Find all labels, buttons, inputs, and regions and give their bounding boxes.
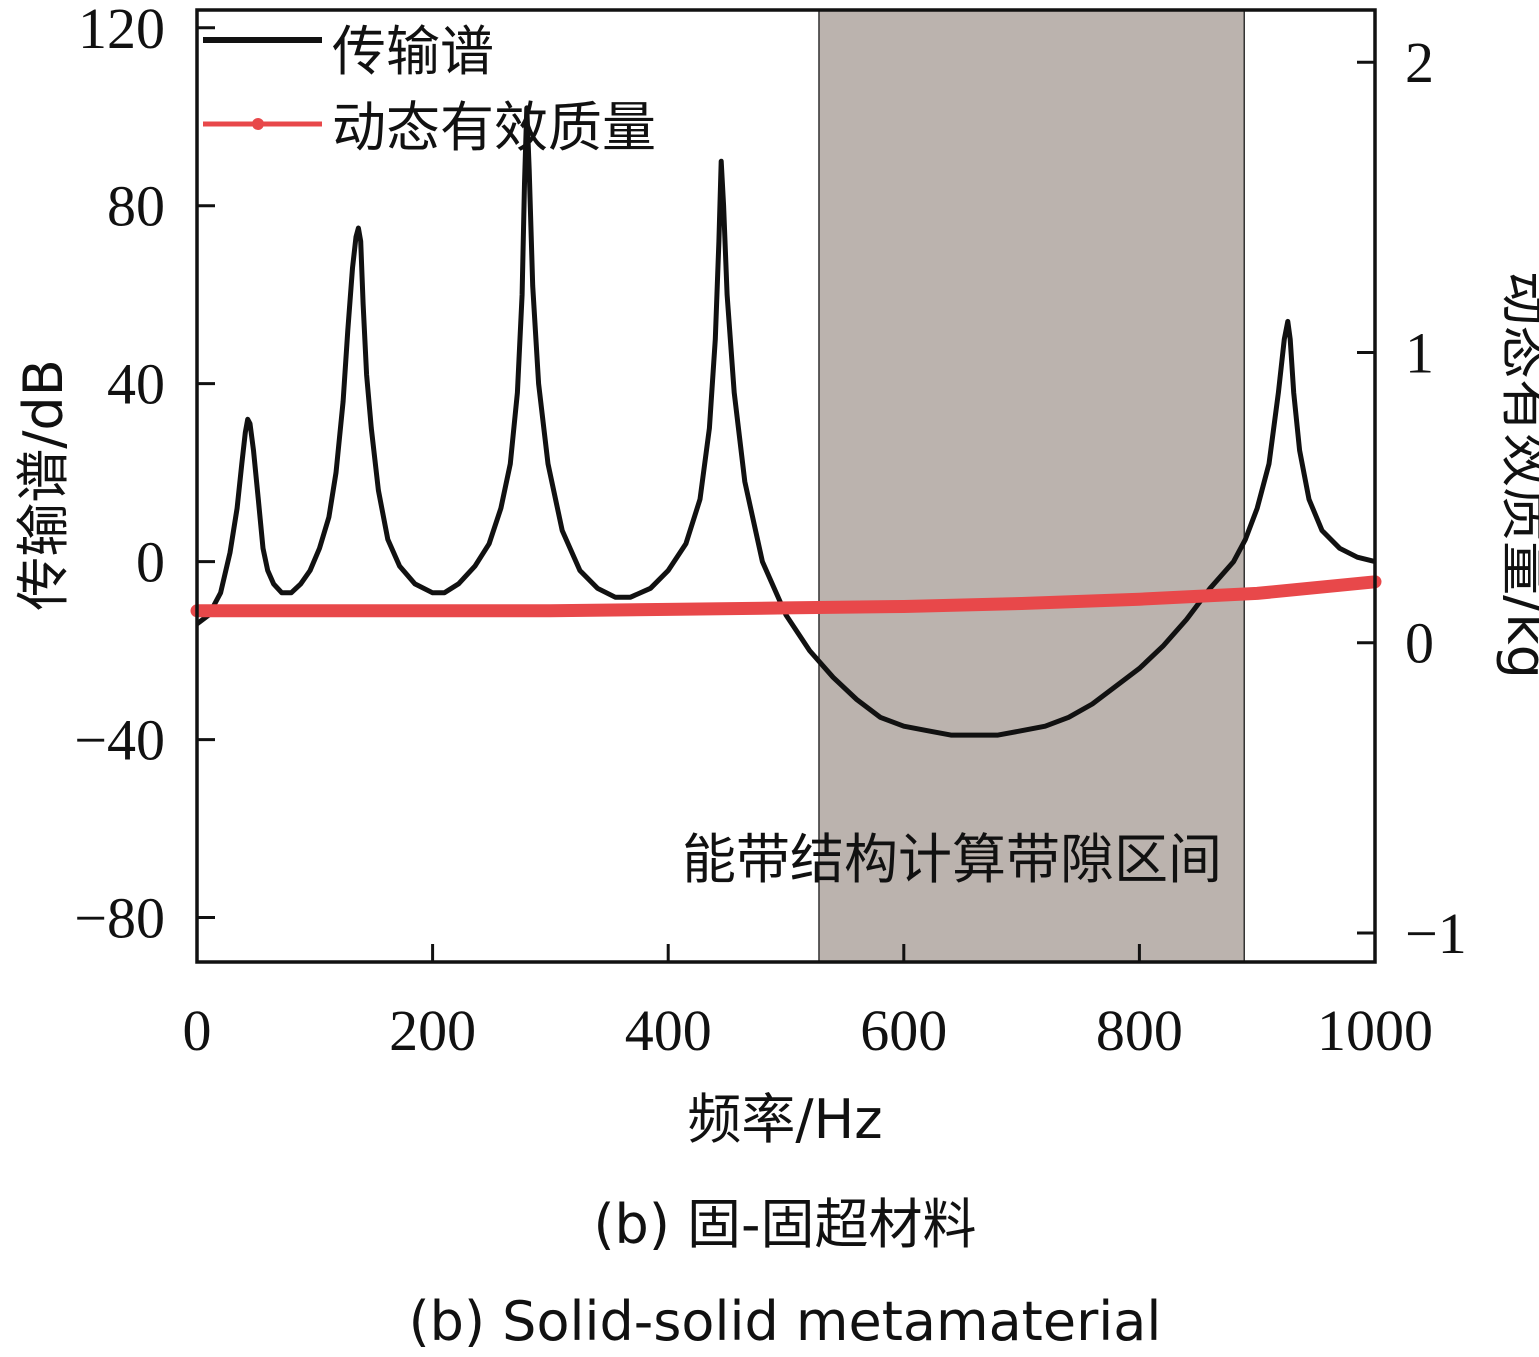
plot-frame: [195, 8, 1377, 964]
band-gap-layer: 能带结构计算带隙区间: [682, 9, 1245, 963]
y-tick-label: 80: [107, 174, 165, 239]
y-tick-label: −80: [74, 886, 165, 951]
legend-label-transmission: 传输谱: [332, 20, 494, 83]
x-tick-label: 800: [1096, 998, 1183, 1063]
y2-tick-label: 2: [1405, 30, 1434, 95]
y-tick-label: −40: [74, 708, 165, 773]
legend-label-mass: 动态有效质量: [332, 96, 656, 159]
band-gap-region: [818, 9, 1245, 963]
legend-marker-mass: [252, 118, 264, 130]
y2-tick-label: 1: [1405, 320, 1434, 385]
y-tick-label: 0: [136, 530, 165, 595]
y2-tick-label: −1: [1405, 901, 1467, 966]
x-tick-label: 0: [183, 998, 212, 1063]
y-axis-title: 传输谱/dB: [12, 359, 75, 611]
band-gap-label: 能带结构计算带隙区间: [682, 828, 1222, 891]
x-tick-label: 600: [860, 998, 947, 1063]
y2-axis-title: 动态有效质量/kg: [1495, 271, 1539, 679]
series-layer: [190, 105, 1382, 738]
x-tick-label: 400: [625, 998, 712, 1063]
x-tick-label: 200: [389, 998, 476, 1063]
ticks-layer: [195, 26, 1377, 962]
y-tick-label: 120: [78, 0, 165, 61]
y2-tick-label: 0: [1405, 611, 1434, 676]
caption-english: (b) Solid-solid metamaterial: [409, 1290, 1162, 1353]
axes-layer: [195, 8, 1377, 964]
series-effective-mass-line: [190, 575, 1382, 618]
series-transmission-line: [195, 105, 1376, 738]
caption-chinese: (b) 固-固超材料: [593, 1193, 976, 1256]
x-tick-label: 1000: [1317, 998, 1433, 1063]
x-axis-title: 频率/Hz: [687, 1088, 882, 1151]
y-tick-label: 40: [107, 352, 165, 417]
labels-layer: 0 200 400 600 800 1000 −80 −40 0 40 80 120 −1 0 1 2: [74, 0, 1466, 1063]
